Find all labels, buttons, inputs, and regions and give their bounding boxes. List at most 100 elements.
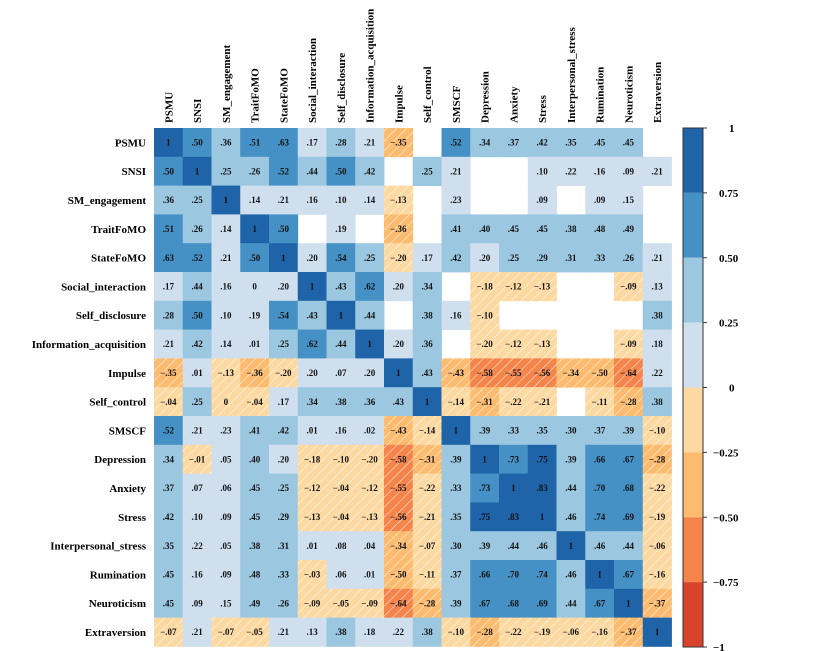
negative-hatch xyxy=(384,416,414,446)
heatmap-cell xyxy=(412,272,442,302)
heatmap-cell xyxy=(614,444,644,474)
cell-value-label: .42 xyxy=(364,166,376,176)
cell-value-label: .42 xyxy=(163,512,175,522)
column-label: Stress xyxy=(537,94,549,123)
negative-hatch xyxy=(642,444,672,474)
heatmap-cell xyxy=(556,128,586,158)
negative-hatch xyxy=(642,502,672,532)
heatmap-cell xyxy=(556,444,586,474)
cell-value-label: .45 xyxy=(537,224,549,234)
cell-value-label: −.64 xyxy=(390,598,407,608)
cell-value-label: .38 xyxy=(422,310,434,320)
negative-hatch xyxy=(326,444,356,474)
column-label: Information_acquisition xyxy=(365,9,377,123)
cell-value-label: .21 xyxy=(220,253,232,263)
cell-value-label: .30 xyxy=(565,426,577,436)
cell-value-label: .09 xyxy=(537,195,549,205)
heatmap-cell xyxy=(527,416,557,446)
colorbar-bin xyxy=(683,452,703,518)
cell-value-label: .66 xyxy=(594,454,606,464)
row-label: Extraversion xyxy=(85,627,146,639)
negative-hatch xyxy=(642,473,672,503)
cell-value-label: .43 xyxy=(335,282,347,292)
cell-value-label: .37 xyxy=(594,426,606,436)
column-label: SMSCF xyxy=(451,85,463,123)
heatmap-cell xyxy=(556,156,586,186)
cell-value-label: .07 xyxy=(192,483,204,493)
negative-hatch xyxy=(470,358,500,388)
heatmap-cell xyxy=(527,243,557,273)
cell-value-label: .50 xyxy=(163,166,175,176)
cell-value-label: .17 xyxy=(278,397,290,407)
negative-hatch xyxy=(297,444,327,474)
heatmap-cell xyxy=(182,387,212,417)
cell-value-label: .54 xyxy=(278,310,290,320)
cell-value-label: −.20 xyxy=(390,253,407,263)
cell-value-label: .21 xyxy=(192,426,204,436)
heatmap-cell xyxy=(412,243,442,273)
colorbar-bin xyxy=(683,582,703,647)
cell-value-label: .10 xyxy=(335,195,347,205)
cell-value-label: .36 xyxy=(364,397,376,407)
negative-hatch xyxy=(297,473,327,503)
cell-value-label: −.43 xyxy=(448,368,465,378)
cell-value-label: .25 xyxy=(278,339,290,349)
cell-value-label: .75 xyxy=(479,512,491,522)
cell-value-label: .39 xyxy=(623,426,635,436)
row-label: Stress xyxy=(118,512,147,524)
negative-hatch xyxy=(499,272,529,302)
cell-value-label: .63 xyxy=(163,253,175,263)
cell-value-label: −.20 xyxy=(476,339,493,349)
cell-value-label: −.04 xyxy=(246,397,263,407)
cell-value-label: .01 xyxy=(307,541,319,551)
cell-value-label: −.04 xyxy=(333,483,350,493)
negative-hatch xyxy=(384,588,414,618)
cell-value-label: .10 xyxy=(220,310,232,320)
cell-value-label: .67 xyxy=(479,598,491,608)
heatmap-cell xyxy=(412,329,442,359)
heatmap-cell xyxy=(499,243,529,273)
cell-value-label: .34 xyxy=(163,454,175,464)
row-label: Impulse xyxy=(108,368,146,380)
cell-value-label: −.07 xyxy=(218,627,235,637)
cell-value-label: .35 xyxy=(537,426,549,436)
cell-value-label: .25 xyxy=(192,397,204,407)
heatmap-cell xyxy=(470,243,500,273)
heatmap-cell xyxy=(326,300,356,330)
heatmap-cell xyxy=(527,185,557,215)
cell-value-label: .35 xyxy=(565,138,577,148)
heatmap-cell xyxy=(441,185,471,215)
cell-value-label: −.55 xyxy=(390,483,407,493)
heatmap-cell xyxy=(154,300,184,330)
heatmap-cell xyxy=(355,300,385,330)
cell-value-label: .29 xyxy=(278,512,290,522)
heatmap-cell xyxy=(154,329,184,359)
column-label: Interpersonal_stress xyxy=(566,27,578,123)
cell-value-label: −.36 xyxy=(246,368,263,378)
row-label: SMSCF xyxy=(109,425,147,437)
cell-value-label: −.07 xyxy=(419,541,436,551)
heatmap-cell xyxy=(211,473,241,503)
heatmap-cell xyxy=(470,588,500,618)
colorbar-bin xyxy=(683,192,703,258)
cell-value-label: 1 xyxy=(281,253,286,263)
column-label: TraitFoMO xyxy=(250,68,262,123)
heatmap-cell xyxy=(642,243,672,273)
negative-hatch xyxy=(154,387,184,417)
heatmap-cell xyxy=(182,588,212,618)
heatmap-cell xyxy=(154,588,184,618)
cell-value-label: −.19 xyxy=(534,627,551,637)
cell-value-label: .74 xyxy=(594,512,606,522)
cell-value-label: −.05 xyxy=(333,598,350,608)
cell-value-label: .37 xyxy=(450,570,462,580)
heatmap-cell xyxy=(326,387,356,417)
negative-hatch xyxy=(412,416,442,446)
heatmap-cell xyxy=(240,473,270,503)
cell-value-label: −.07 xyxy=(160,627,177,637)
cell-value-label: .19 xyxy=(249,310,261,320)
negative-hatch xyxy=(355,502,385,532)
heatmap-cell xyxy=(499,502,529,532)
cell-value-label: .45 xyxy=(594,138,606,148)
cell-value-label: .26 xyxy=(278,598,290,608)
negative-hatch xyxy=(384,444,414,474)
